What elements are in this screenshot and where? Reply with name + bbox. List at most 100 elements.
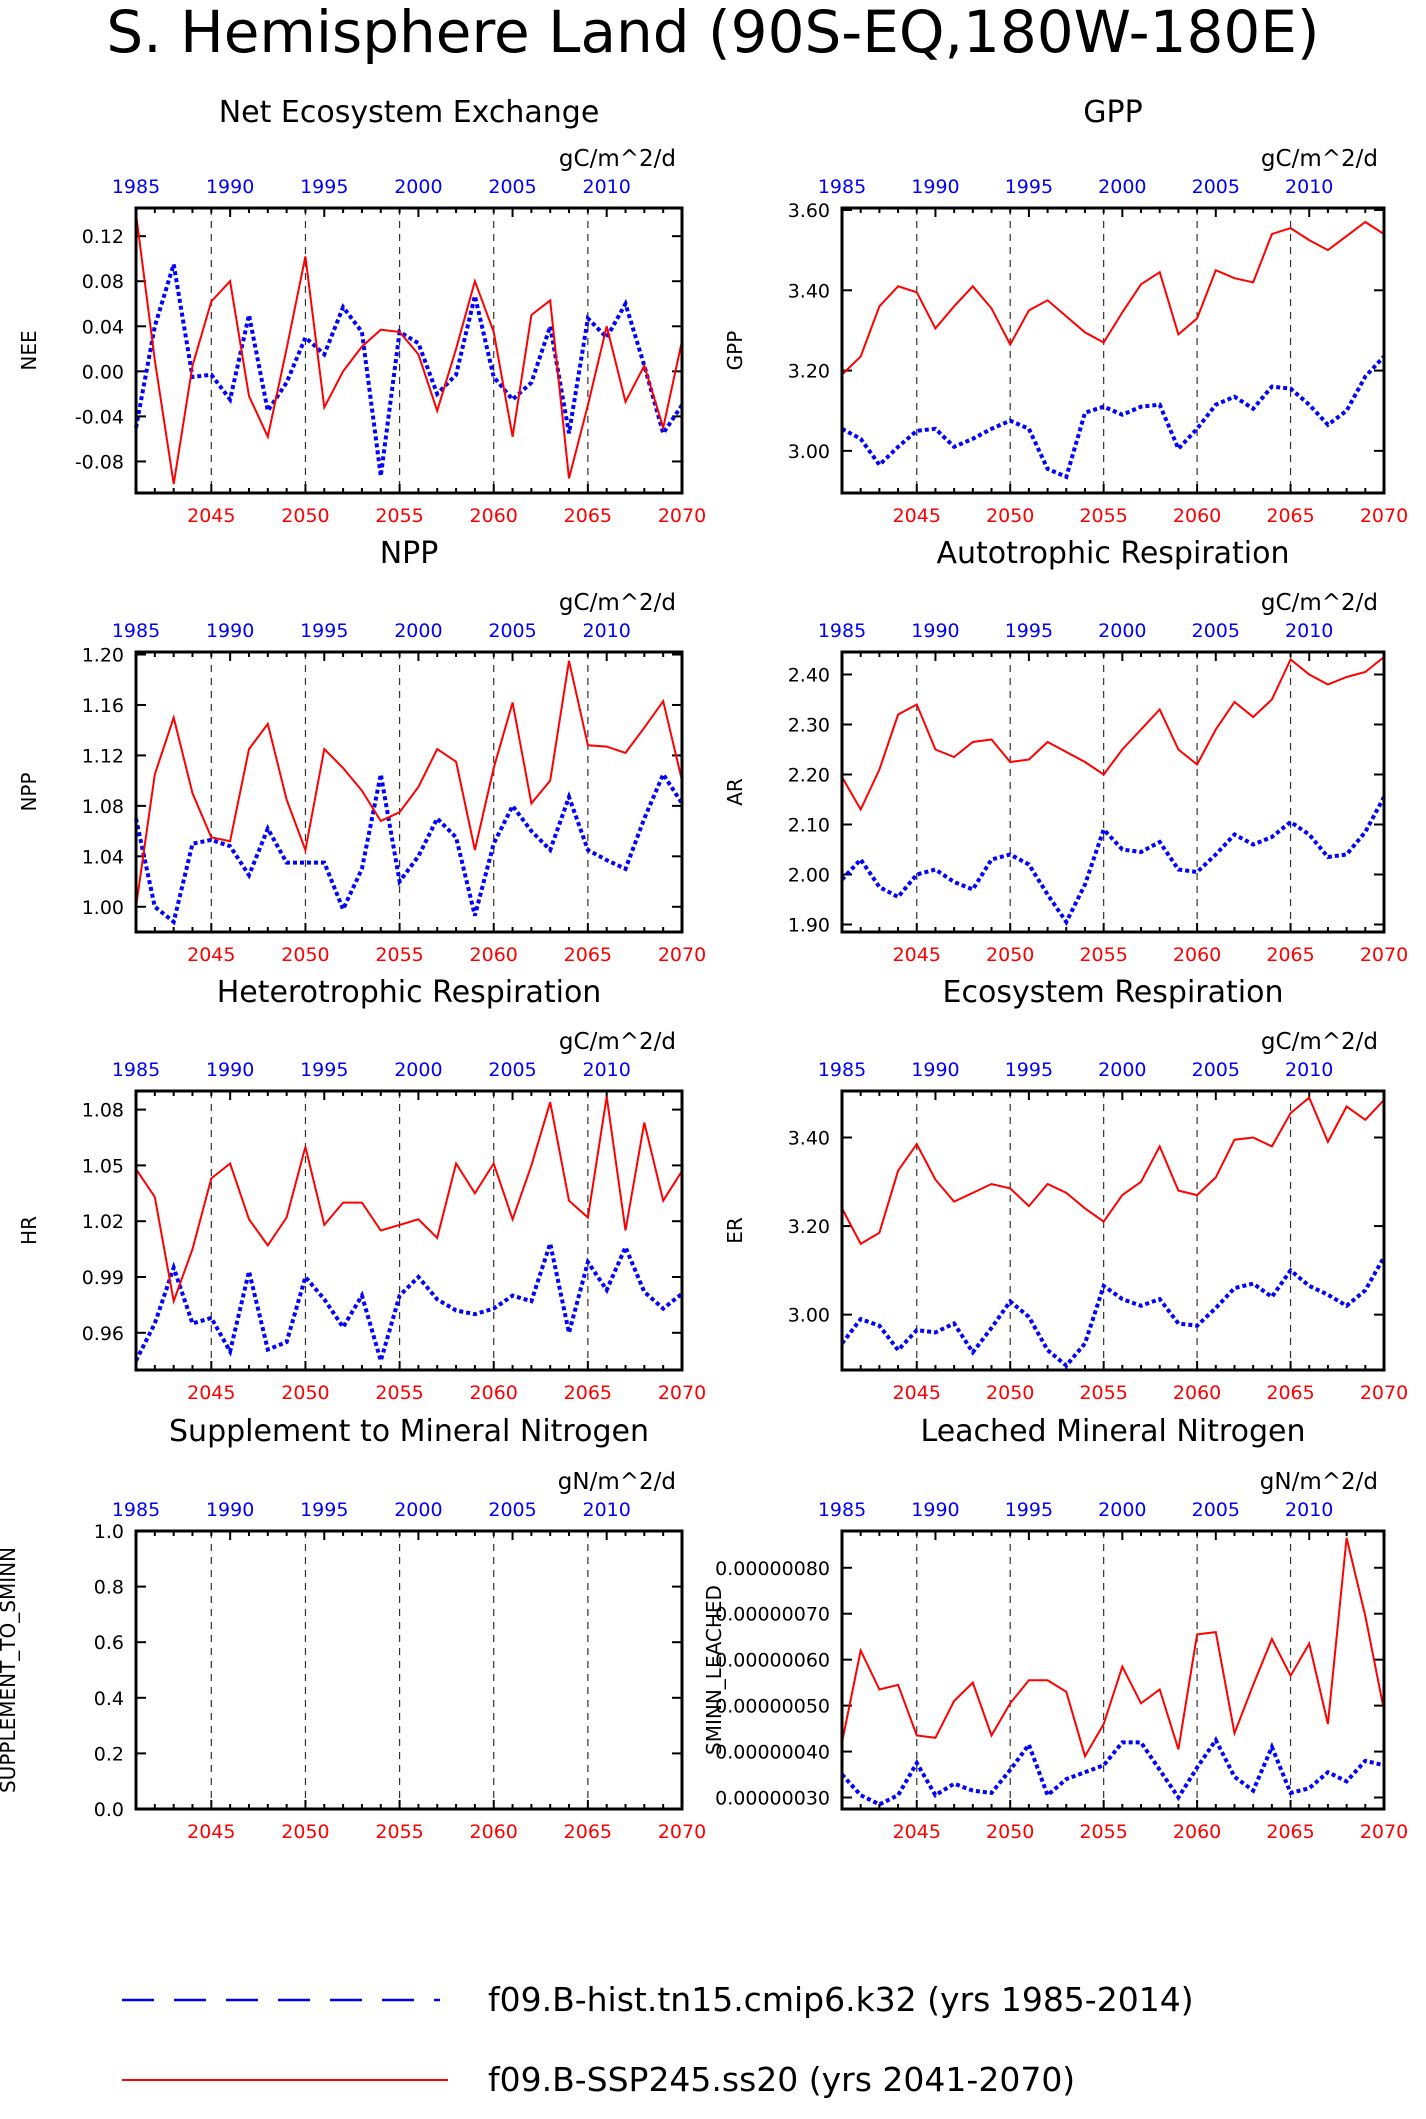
x-tick-label-top: 1990 — [911, 620, 959, 642]
panel-units: gC/m^2/d — [559, 146, 676, 172]
x-tick-label-bottom: 2065 — [1266, 1821, 1314, 1843]
x-tick-label-top: 1990 — [911, 1499, 959, 1521]
y-tick-label: 0.00000050 — [715, 1696, 830, 1718]
x-tick-label-bottom: 2065 — [1266, 1382, 1314, 1404]
x-tick-label-top: 1990 — [206, 620, 254, 642]
y-tick-label: 3.40 — [788, 1128, 830, 1150]
x-tick-label-top: 1995 — [1005, 620, 1053, 642]
y-axis-label: HR — [17, 1216, 41, 1245]
x-tick-label-top: 2005 — [1192, 620, 1240, 642]
series-line-ssp — [135, 660, 683, 907]
x-tick-label-bottom: 2065 — [1266, 944, 1314, 966]
x-tick-label-bottom: 2060 — [470, 505, 518, 527]
y-tick-label: 0.00000030 — [715, 1788, 830, 1810]
x-tick-label-top: 1985 — [112, 176, 160, 198]
x-tick-label-bottom: 2050 — [281, 944, 329, 966]
y-tick-label: 1.20 — [82, 645, 124, 667]
x-tick-label-bottom: 2060 — [1173, 505, 1221, 527]
series-line-hist — [840, 796, 1386, 926]
x-tick-label-bottom: 2070 — [1360, 944, 1408, 966]
x-tick-label-top: 1995 — [1005, 176, 1053, 198]
y-tick-label: 2.20 — [788, 765, 830, 787]
x-tick-label-top: 1995 — [300, 1499, 348, 1521]
figure-title: S. Hemisphere Land (90S-EQ,180W-180E) — [106, 0, 1319, 66]
x-tick-label-top: 1985 — [818, 1499, 866, 1521]
x-tick-label-top: 2010 — [583, 1059, 631, 1081]
y-tick-label: 1.00 — [82, 897, 124, 919]
x-tick-label-top: 2005 — [1192, 176, 1240, 198]
x-tick-label-bottom: 2055 — [1079, 944, 1127, 966]
plot-frame — [840, 650, 1386, 934]
y-tick-label: -0.08 — [75, 451, 124, 473]
legend-label-hist: f09.B-hist.tn15.cmip6.k32 (yrs 1985-2014… — [488, 1980, 1194, 2019]
x-tick-label-bottom: 2070 — [1360, 1382, 1408, 1404]
panel-title: Supplement to Mineral Nitrogen — [169, 1414, 649, 1449]
y-tick-label: 0.00000070 — [715, 1604, 830, 1626]
y-tick-label: 0.2 — [94, 1743, 124, 1765]
x-tick-label-bottom: 2050 — [986, 1821, 1034, 1843]
x-tick-label-top: 2010 — [1285, 1499, 1333, 1521]
x-tick-label-top: 2010 — [583, 176, 631, 198]
y-tick-label: 2.00 — [788, 865, 830, 887]
x-tick-label-top: 2005 — [488, 1499, 536, 1521]
x-tick-label-top: 1985 — [112, 1499, 160, 1521]
panel-title: Leached Mineral Nitrogen — [921, 1414, 1306, 1449]
x-tick-label-bottom: 2065 — [564, 505, 612, 527]
x-tick-label-bottom: 2070 — [658, 944, 706, 966]
panel-title: Net Ecosystem Exchange — [219, 95, 600, 130]
x-tick-label-top: 2005 — [488, 1059, 536, 1081]
x-tick-label-bottom: 2065 — [564, 1821, 612, 1843]
plot-frame — [134, 1529, 684, 1811]
x-tick-label-bottom: 2065 — [564, 944, 612, 966]
series-line-ssp — [841, 656, 1385, 812]
y-tick-label: 1.08 — [82, 1100, 124, 1122]
x-tick-label-bottom: 2050 — [281, 1382, 329, 1404]
x-tick-label-top: 2000 — [1098, 620, 1146, 642]
x-tick-label-bottom: 2050 — [281, 505, 329, 527]
x-tick-label-top: 2010 — [583, 620, 631, 642]
x-tick-label-top: 2010 — [1285, 1059, 1333, 1081]
x-tick-label-bottom: 2070 — [1360, 1821, 1408, 1843]
x-tick-label-bottom: 2045 — [187, 505, 235, 527]
y-tick-label: 2.30 — [788, 715, 830, 737]
y-tick-label: 3.60 — [788, 200, 830, 222]
y-tick-label: 0.00000040 — [715, 1742, 830, 1764]
x-tick-label-top: 1995 — [300, 1059, 348, 1081]
x-tick-label-top: 1985 — [818, 176, 866, 198]
y-tick-label: 1.04 — [82, 846, 124, 868]
x-tick-label-top: 1990 — [911, 176, 959, 198]
x-tick-label-top: 1995 — [1005, 1499, 1053, 1521]
x-tick-label-top: 1985 — [818, 620, 866, 642]
x-tick-label-bottom: 2070 — [1360, 505, 1408, 527]
y-axis-label: NPP — [17, 772, 41, 811]
y-axis-label: GPP — [723, 331, 747, 371]
x-tick-label-top: 2000 — [1098, 1059, 1146, 1081]
y-axis-label: SMINN_LEACHED — [702, 1585, 726, 1755]
y-tick-label: 1.05 — [82, 1155, 124, 1177]
y-tick-label: 0.99 — [82, 1267, 124, 1289]
x-tick-label-bottom: 2055 — [375, 944, 423, 966]
plot-frame — [134, 1089, 684, 1372]
x-tick-label-bottom: 2045 — [187, 1821, 235, 1843]
x-tick-label-top: 2000 — [394, 1499, 442, 1521]
x-tick-label-top: 2000 — [1098, 176, 1146, 198]
plot-frame — [134, 206, 684, 495]
series-line-ssp — [841, 1537, 1385, 1759]
chart-panels: Net Ecosystem Exchange gC/m^2/d 2045 2050 20… — [0, 95, 1408, 1843]
chart-panel-5: Ecosystem Respiration gC/m^2/d 2045 2050 205… — [723, 975, 1408, 1404]
y-tick-label: 1.08 — [82, 796, 124, 818]
y-tick-label: 2.40 — [788, 665, 830, 687]
series-line-ssp — [841, 1095, 1385, 1246]
series-line-ssp — [841, 220, 1385, 376]
x-tick-label-bottom: 2045 — [893, 505, 941, 527]
y-tick-label: 1.0 — [94, 1521, 124, 1543]
y-tick-label: 0.00 — [82, 361, 124, 383]
legend: f09.B-hist.tn15.cmip6.k32 (yrs 1985-2014… — [122, 1980, 1194, 2099]
panel-units: gN/m^2/d — [1260, 1469, 1378, 1495]
chart-panel-6: Supplement to Mineral Nitrogen gN/m^2/d 20… — [0, 1414, 706, 1843]
series-line-hist — [134, 770, 684, 926]
y-tick-label: 0.08 — [82, 271, 124, 293]
plot-frame — [840, 206, 1386, 495]
x-tick-label-top: 2010 — [1285, 176, 1333, 198]
